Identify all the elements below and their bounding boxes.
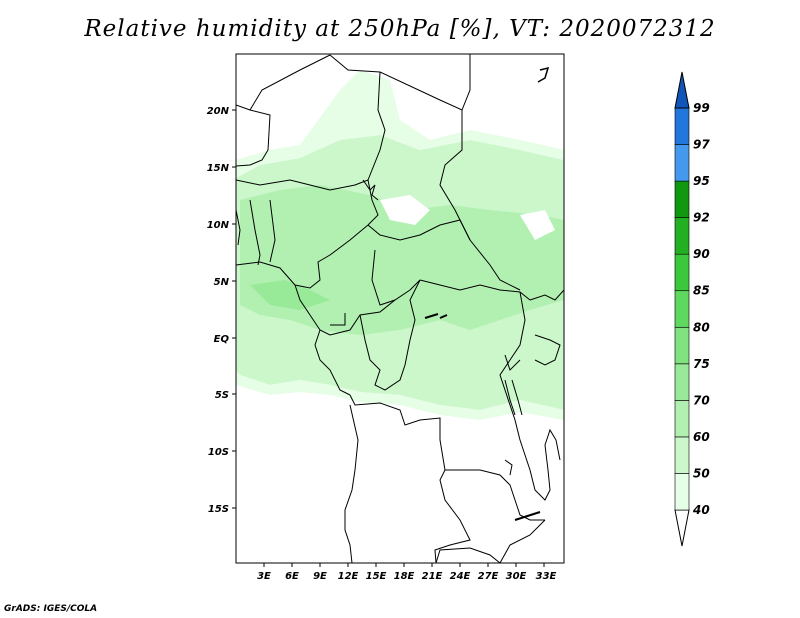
humidity-field: [236, 70, 564, 420]
colorbar-label: 90: [693, 247, 710, 261]
lat-tick-label: 15N: [207, 163, 230, 174]
coastlines-borders: [236, 54, 564, 563]
lon-tick-label: 9E: [313, 571, 327, 582]
humidity-band-50: [236, 70, 564, 178]
colorbar-segment: [674, 253, 690, 292]
colorbar-segment: [674, 290, 690, 328]
humidity-band-white-2: [520, 210, 555, 240]
colorbar-segment: [674, 217, 690, 255]
lat-tick-label: 5N: [214, 277, 230, 288]
lon-tick-label: 24E: [450, 571, 471, 582]
humidity-band-75: [250, 280, 330, 310]
credit-text: GrADS: IGES/COLA: [4, 604, 98, 614]
lat-tick-label: 10N: [207, 220, 230, 231]
colorbar-label: 40: [692, 503, 710, 517]
colorbar-label: 75: [693, 357, 710, 371]
lat-tick-label: 5S: [215, 390, 229, 401]
colorbar-label: 85: [693, 284, 710, 298]
lat-axis: 20N 15N 10N 5N EQ 5S 10S 15S: [207, 106, 236, 515]
colorbar-label: 97: [693, 138, 710, 152]
colorbar-segment: [674, 71, 690, 109]
colorbar-label: 92: [693, 211, 710, 225]
lat-tick-label: 10S: [208, 447, 229, 458]
colorbar-label: 50: [693, 466, 710, 480]
colorbar: 40 50 60 70 75 80 85 90 92 95 97 99: [674, 71, 710, 547]
lat-tick-label: EQ: [214, 334, 230, 345]
colorbar-label: 99: [693, 101, 710, 115]
colorbar-segment: [674, 436, 690, 474]
lat-tick-label: 15S: [208, 504, 229, 515]
colorbar-segment: [674, 180, 690, 218]
colorbar-segment: [674, 326, 690, 365]
lon-tick-label: 3E: [257, 571, 271, 582]
map-title: Relative humidity at 250hPa [%], VT: 202…: [84, 16, 716, 42]
lon-tick-label: 21E: [422, 571, 443, 582]
colorbar-segment: [674, 400, 690, 438]
lon-tick-label: 6E: [285, 571, 299, 582]
lon-tick-label: 18E: [394, 571, 415, 582]
lon-tick-label: 30E: [506, 571, 527, 582]
colorbar-label: 70: [693, 393, 710, 407]
lon-tick-label: 27E: [478, 571, 499, 582]
colorbar-segment: [674, 107, 690, 145]
colorbar-label: 60: [693, 430, 710, 444]
colorbar-label: 80: [693, 320, 710, 334]
lon-tick-label: 15E: [366, 571, 387, 582]
colorbar-segment: [674, 144, 690, 182]
lon-axis: 3E 6E 9E 12E 15E 18E 21E 24E 27E 30E 33E: [257, 563, 557, 582]
colorbar-segment: [674, 473, 690, 511]
lat-tick-label: 20N: [207, 106, 230, 117]
lon-tick-label: 33E: [536, 571, 557, 582]
humidity-band-50-south: [236, 370, 564, 420]
colorbar-segment: [674, 363, 690, 401]
colorbar-label: 95: [693, 174, 710, 188]
lon-tick-label: 12E: [338, 571, 359, 582]
map-frame: [235, 53, 565, 564]
humidity-band-white-1: [380, 195, 430, 225]
colorbar-segment: [674, 509, 690, 547]
